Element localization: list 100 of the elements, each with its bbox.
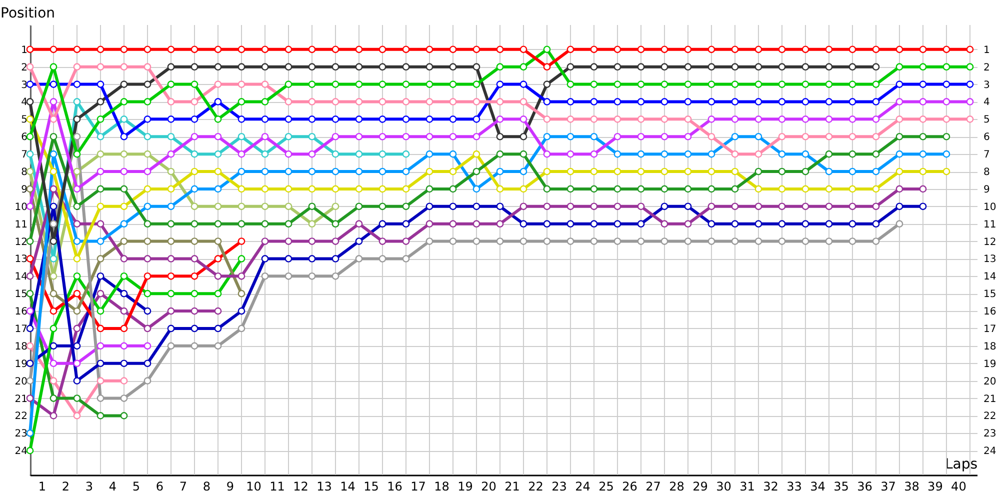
point xyxy=(637,132,645,140)
point xyxy=(144,116,152,123)
point xyxy=(472,132,480,140)
point xyxy=(355,116,363,123)
point xyxy=(590,202,598,210)
point xyxy=(426,98,434,106)
point xyxy=(238,168,246,176)
point xyxy=(284,238,292,245)
x-tick-label: 18 xyxy=(434,480,450,494)
point xyxy=(144,150,152,158)
point xyxy=(919,46,927,54)
point xyxy=(190,272,198,280)
point xyxy=(284,116,292,123)
point xyxy=(520,185,528,193)
point xyxy=(872,80,880,88)
point xyxy=(708,202,716,210)
point xyxy=(144,220,152,228)
y2-tick-label: 19 xyxy=(984,358,996,370)
x-tick-label: 22 xyxy=(528,480,544,494)
point xyxy=(684,132,692,140)
point xyxy=(284,168,292,176)
point xyxy=(708,150,716,158)
point xyxy=(402,168,410,176)
point xyxy=(167,307,175,315)
point xyxy=(402,255,410,262)
x-tick-label: 7 xyxy=(179,480,188,494)
point xyxy=(731,185,739,193)
point xyxy=(802,46,810,54)
point xyxy=(120,272,128,280)
point xyxy=(332,238,340,245)
point xyxy=(96,377,104,384)
point xyxy=(73,202,81,210)
y2-tick-label: 7 xyxy=(984,150,990,161)
point xyxy=(590,80,598,88)
point xyxy=(496,185,504,193)
point xyxy=(426,185,434,193)
point xyxy=(520,116,528,123)
point xyxy=(308,220,316,228)
point xyxy=(96,342,104,350)
point xyxy=(966,46,974,54)
point xyxy=(754,80,762,88)
point xyxy=(684,185,692,193)
point xyxy=(754,238,762,245)
point xyxy=(919,80,927,88)
point xyxy=(214,220,222,228)
point xyxy=(778,202,786,210)
point xyxy=(73,255,81,262)
point xyxy=(496,168,504,176)
point xyxy=(50,185,58,193)
point xyxy=(566,116,574,123)
point xyxy=(402,185,410,193)
point xyxy=(308,255,316,262)
point xyxy=(144,290,152,298)
point xyxy=(543,116,551,123)
point xyxy=(449,238,457,245)
point xyxy=(261,272,269,280)
point xyxy=(660,185,668,193)
point xyxy=(426,46,434,54)
point xyxy=(496,116,504,123)
point xyxy=(872,150,880,158)
point xyxy=(167,80,175,88)
point xyxy=(402,202,410,210)
point xyxy=(402,116,410,123)
point xyxy=(50,150,58,158)
point xyxy=(308,150,316,158)
point xyxy=(590,63,598,71)
point xyxy=(144,46,152,54)
x-tick-label: 30 xyxy=(716,480,732,494)
point xyxy=(543,202,551,210)
point xyxy=(332,46,340,54)
point xyxy=(660,132,668,140)
point xyxy=(96,116,104,123)
point xyxy=(637,46,645,54)
point xyxy=(167,272,175,280)
point xyxy=(308,202,316,210)
point xyxy=(472,238,480,245)
point xyxy=(731,132,739,140)
point xyxy=(120,220,128,228)
point xyxy=(566,46,574,54)
point xyxy=(96,202,104,210)
point xyxy=(660,80,668,88)
y2-tick-label: 15 xyxy=(984,289,996,300)
point xyxy=(332,63,340,71)
x-tick-label: 1 xyxy=(38,480,46,494)
point xyxy=(496,238,504,245)
point xyxy=(120,116,128,123)
point xyxy=(426,202,434,210)
point xyxy=(261,220,269,228)
y-tick-label: 17 xyxy=(14,324,28,335)
point xyxy=(378,255,386,262)
point xyxy=(261,98,269,106)
point xyxy=(426,116,434,123)
point xyxy=(825,150,833,158)
point xyxy=(261,150,269,158)
x-tick-label: 28 xyxy=(669,480,684,494)
point xyxy=(614,98,622,106)
point xyxy=(872,116,880,123)
point xyxy=(238,46,246,54)
point xyxy=(73,46,81,54)
point xyxy=(472,150,480,158)
